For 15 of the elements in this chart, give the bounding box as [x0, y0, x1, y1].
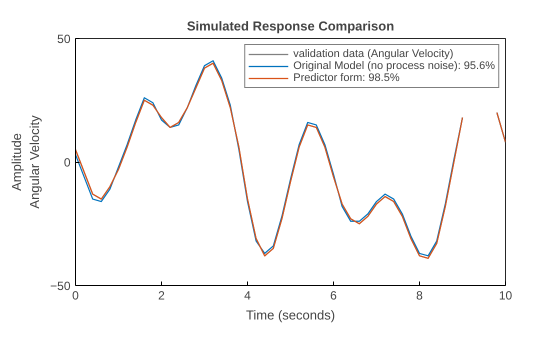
y-axis-title: Amplitude Angular Velocity — [9, 114, 42, 209]
legend-label: validation data (Angular Velocity) — [293, 48, 454, 60]
legend-label: Original Model (no process noise): 95.6% — [293, 60, 495, 72]
x-tick-label: 10 — [498, 288, 512, 302]
chart-title: Simulated Response Comparison — [186, 18, 394, 34]
x-tick-label: 8 — [416, 288, 424, 302]
y-tick-label: 50 — [57, 32, 71, 46]
y-tick-label: 0 — [64, 156, 71, 170]
x-tick-label: 6 — [330, 288, 338, 302]
x-tick-label: 2 — [158, 288, 166, 302]
x-tick-label: 0 — [72, 288, 80, 302]
x-tick-label: 4 — [244, 288, 252, 302]
x-axis-title: Time (seconds) — [246, 308, 336, 322]
y-tick-label: −50 — [50, 279, 71, 293]
legend-label: Predictor form: 98.5% — [293, 72, 400, 84]
